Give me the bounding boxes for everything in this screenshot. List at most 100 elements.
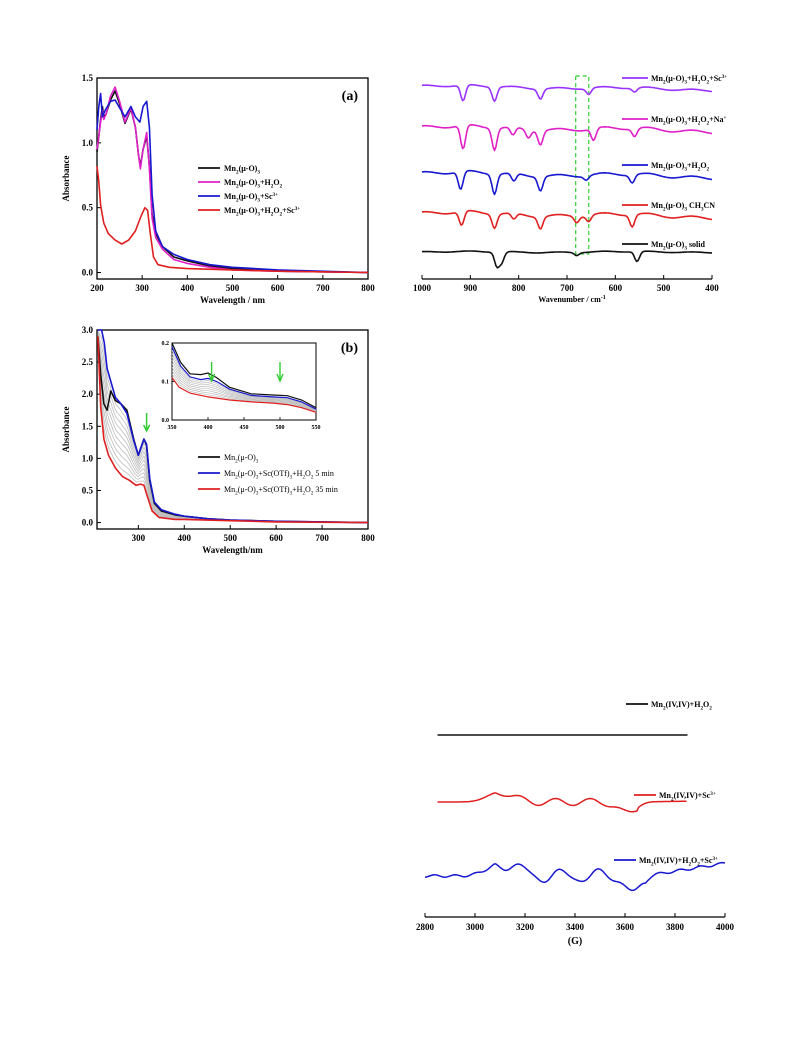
epr-legend-label: Mn2(IV,IV)+Sc3+ <box>659 791 716 802</box>
inset-frame <box>171 342 317 421</box>
inset-intermediate-trace <box>171 373 317 413</box>
inset-x-tick-label: 400 <box>204 425 213 431</box>
x-tick-label-b: 800 <box>361 533 375 543</box>
panel-label-a: (a) <box>342 89 359 104</box>
plot-frame-b <box>96 329 369 530</box>
x-tick-label-a: 300 <box>135 283 149 293</box>
series-line-a-4 <box>96 166 369 274</box>
x-axis-label-a: Wavelength / nm <box>200 295 266 305</box>
ir-legend-label: Mn2(μ-O)3 solid <box>651 240 705 251</box>
series-line-a-2 <box>96 86 369 274</box>
legend-label-b: Mn2(μ-O)3+Sc(OTf)3+H2O2 5 min <box>224 469 334 480</box>
x-tick-label-epr: 3000 <box>466 922 485 932</box>
x-tick-label-epr: 3400 <box>566 922 585 932</box>
x-tick-label-ir: 600 <box>609 283 623 293</box>
ir-spectra-panel: 1000 900 800 700 600 500 400 Wavenumber / cm-1 M… <box>413 74 727 304</box>
y-tick-label-b: 1.0 <box>82 453 94 463</box>
epr-legend-label: Mn2(IV,IV)+H2O2+Sc3+ <box>639 856 718 867</box>
x-axis-label-ir: Wavenumber / cm-1 <box>538 295 606 304</box>
y-tick-label-b: 2.5 <box>82 357 94 367</box>
highlight-band-ir <box>575 75 590 255</box>
y-tick-label-b: 0.0 <box>82 518 94 528</box>
y-axis-label-b: Absorbance <box>61 406 71 452</box>
inset-decay-arrow <box>207 362 216 383</box>
series-line-b-2 <box>97 329 369 524</box>
inset-intermediate-trace <box>171 360 317 411</box>
inset-trace-3 <box>171 377 317 413</box>
x-tick-label-ir: 800 <box>512 283 526 293</box>
legend-label-a: Mn2(μ-O)3+H2O2+Sc3+ <box>224 206 300 217</box>
inset-trace-1 <box>171 342 317 409</box>
uvvis-panel-b: 300 400 500 600 700 800 0.0 0.5 1.0 1.5 2.0 2.5 3.0 W… <box>61 325 375 555</box>
y-tick-label-a: 0.5 <box>82 203 94 213</box>
y-tick-label-a: 1.0 <box>82 138 94 148</box>
inset-trace-2 <box>171 346 317 410</box>
y-tick-label-a: 1.5 <box>82 73 94 83</box>
series-line-b-3 <box>97 336 369 524</box>
epr-spectra-panel: 2800 3000 3200 3400 3600 3800 4000 (G) Mn2(IV,IV… <box>416 700 735 947</box>
inset-intermediate-trace <box>171 353 317 411</box>
legend-label-a: Mn2(μ-O)3 <box>224 164 260 175</box>
uvvis-panel-a: 200 300 400 500 600 700 800 0.0 0.5 1.0 1.5 Wavelen… <box>61 73 375 305</box>
ir-legend-label: Mn2(μ-O)3+H2O2+Sc3+ <box>651 74 727 85</box>
legend-label-b: Mn2(μ-O)3 <box>224 453 259 464</box>
x-tick-label-ir: 900 <box>464 283 478 293</box>
x-tick-label-b: 700 <box>315 533 329 543</box>
ir-legend-label: Mn2(μ-O)3+H2O2 <box>651 161 710 172</box>
x-tick-label-epr: 3200 <box>516 922 535 932</box>
ir-trace-3 <box>421 169 713 196</box>
x-tick-label-b: 600 <box>269 533 283 543</box>
inset-y-tick-label: 0.2 <box>162 341 170 347</box>
panel-label-b: (b) <box>341 341 358 356</box>
x-tick-label-b: 500 <box>223 533 237 543</box>
x-tick-label-a: 600 <box>271 283 285 293</box>
inset-x-tick-label: 500 <box>276 425 285 431</box>
y-tick-label-b: 2.0 <box>82 389 94 399</box>
legend-label-b: Mn2(μ-O)3+Sc(OTf)3+H2O2 35 min <box>224 485 338 496</box>
y-axis-label-a: Absorbance <box>61 155 71 201</box>
y-tick-label-b: 1.5 <box>82 421 94 431</box>
x-axis-label-b: Wavelength/nm <box>202 545 263 555</box>
x-tick-label-epr: 3800 <box>666 922 685 932</box>
y-tick-label-b: 0.5 <box>82 485 94 495</box>
inset-x-tick-label: 550 <box>312 425 321 431</box>
x-tick-label-epr: 3600 <box>616 922 635 932</box>
ir-legend-label: Mn2(μ-O)3+H2O2+Na+ <box>651 115 726 126</box>
y-tick-label-b: 3.0 <box>82 325 94 335</box>
inset-y-tick-label: 0.1 <box>162 380 170 386</box>
x-tick-label-epr: 2800 <box>416 922 435 932</box>
epr-trace-3 <box>424 861 726 892</box>
legend-label-a: Mn2(μ-O)3+H2O2 <box>224 178 283 189</box>
x-tick-label-b: 300 <box>132 533 146 543</box>
ir-legend-label: Mn2(μ-O)3 CH3CN <box>651 201 715 212</box>
inset-intermediate-trace <box>171 350 317 410</box>
decay-arrow-b <box>142 413 151 433</box>
inset-x-tick-label: 450 <box>240 425 249 431</box>
x-axis-label-epr: (G) <box>568 936 582 947</box>
x-tick-label-a: 400 <box>181 283 195 293</box>
x-tick-label-a: 800 <box>361 283 375 293</box>
x-tick-label-epr: 4000 <box>716 922 735 932</box>
epr-trace-2 <box>437 792 687 813</box>
x-tick-label-ir: 1000 <box>413 283 432 293</box>
x-tick-label-ir: 400 <box>705 283 719 293</box>
inset-x-tick-label: 350 <box>168 425 177 431</box>
x-tick-label-ir: 500 <box>657 283 671 293</box>
ir-trace-5 <box>422 250 712 269</box>
y-tick-label-a: 0.0 <box>82 268 94 278</box>
inset-intermediate-trace <box>171 356 317 411</box>
ir-trace-1 <box>421 83 713 103</box>
inset-decay-arrow <box>276 362 284 383</box>
x-tick-label-a: 700 <box>316 283 330 293</box>
x-tick-label-a: 500 <box>226 283 240 293</box>
inset-intermediate-trace <box>171 367 317 412</box>
series-line-a-3 <box>96 92 369 274</box>
legend-label-a: Mn2(μ-O)3+Sc3+ <box>224 192 278 203</box>
x-tick-label-a: 200 <box>90 283 104 293</box>
ir-trace-2 <box>421 124 713 152</box>
x-tick-label-ir: 700 <box>560 283 574 293</box>
inset-intermediate-trace <box>171 363 317 412</box>
x-tick-label-b: 400 <box>178 533 192 543</box>
inset-y-tick-label: 0.0 <box>162 418 170 424</box>
